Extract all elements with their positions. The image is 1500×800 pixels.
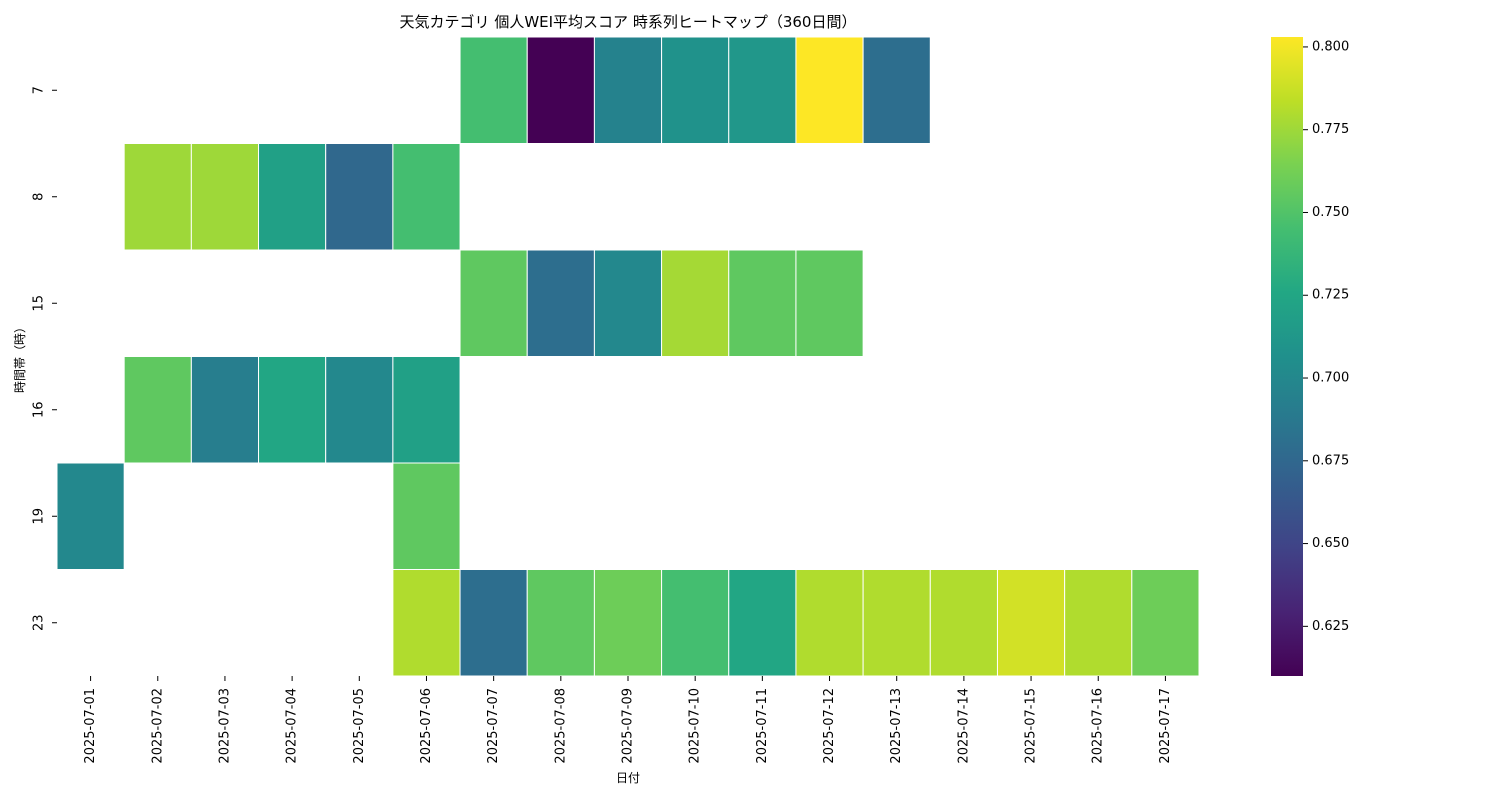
y-tick-label: 23: [32, 614, 47, 631]
x-tick-label: 2025-07-15: [1024, 688, 1039, 764]
x-axis-ticks: 2025-07-01 2025-07-02 2025-07-03 2025-07-04…: [83, 676, 1173, 764]
colorbar-tick-label: 0.675: [1312, 453, 1349, 468]
x-tick-label: 2025-07-10: [688, 688, 703, 764]
x-tick-label: 2025-07-03: [217, 688, 232, 764]
x-tick-label: 2025-07-16: [1091, 688, 1106, 764]
heatmap-cell: [929, 569, 998, 677]
x-tick-label: 2025-07-17: [1158, 688, 1173, 764]
colorbar-ticks: 0.625 0.650 0.675 0.700 0.725 0.750 0.775 0.800: [1303, 39, 1349, 634]
heatmap-cell: [392, 356, 461, 464]
heatmap-cell: [996, 569, 1066, 677]
heatmap-cell: [526, 249, 595, 357]
heatmap-cell: [728, 249, 797, 357]
heatmap-cell: [392, 569, 461, 677]
heatmap-cell: [593, 36, 663, 144]
y-axis-ticks: 7 8 15 16 19 23: [32, 86, 57, 631]
x-tick-label: 2025-07-06: [419, 688, 434, 764]
heatmap-cell: [661, 569, 730, 677]
chart-title: 天気カテゴリ 個人WEI平均スコア 時系列ヒートマップ（360日間）: [400, 13, 857, 31]
x-tick-label: 2025-07-05: [352, 688, 367, 764]
heatmap-cell: [325, 143, 394, 251]
colorbar-tick-label: 0.725: [1312, 288, 1349, 303]
x-tick-label: 2025-07-07: [486, 688, 501, 764]
heatmap-cell: [661, 249, 730, 357]
heatmap-cell: [325, 356, 394, 464]
heatmap-cell: [190, 143, 260, 251]
heatmap-cell: [459, 36, 528, 144]
heatmap-cell: [728, 36, 797, 144]
x-axis-label: 日付: [616, 771, 640, 785]
heatmap-cell: [728, 569, 797, 677]
x-tick-label: 2025-07-13: [889, 688, 904, 764]
heatmap-cell: [258, 143, 327, 251]
heatmap-cell: [526, 569, 595, 677]
y-tick-label: 7: [32, 86, 47, 94]
y-tick-label: 15: [32, 295, 47, 312]
heatmap-cell: [795, 569, 864, 677]
colorbar-tick-label: 0.625: [1312, 619, 1349, 634]
colorbar-tick-label: 0.750: [1312, 205, 1349, 220]
heatmap-cell: [1131, 569, 1200, 677]
heatmap-cell: [1064, 569, 1133, 677]
x-tick-label: 2025-07-11: [755, 688, 770, 764]
heatmap-cell: [123, 356, 192, 464]
heatmap-cell: [123, 143, 192, 251]
heatmap-cells: [56, 36, 1200, 677]
x-tick-label: 2025-07-14: [956, 688, 971, 764]
heatmap-cell: [459, 249, 528, 357]
y-tick-label: 19: [32, 508, 47, 525]
heatmap-cell: [392, 143, 461, 251]
x-tick-label: 2025-07-08: [553, 688, 568, 764]
colorbar-tick-label: 0.700: [1312, 371, 1349, 386]
colorbar: [1271, 37, 1303, 676]
heatmap-cell: [190, 356, 260, 464]
colorbar-tick-label: 0.650: [1312, 536, 1349, 551]
colorbar-tick-label: 0.800: [1312, 39, 1349, 54]
heatmap-cell: [56, 462, 125, 570]
heatmap-cell: [661, 36, 730, 144]
heatmap-cell: [862, 569, 931, 677]
y-axis-label: 時間帯（時）: [13, 321, 27, 393]
heatmap-cell: [392, 462, 461, 570]
heatmap-cell: [258, 356, 327, 464]
heatmap-cell: [862, 36, 931, 144]
heatmap-cell: [459, 569, 528, 677]
x-tick-label: 2025-07-09: [621, 688, 636, 764]
heatmap-cell: [795, 36, 864, 144]
x-tick-label: 2025-07-04: [285, 688, 300, 764]
heatmap-cell: [526, 36, 595, 144]
x-tick-label: 2025-07-01: [83, 688, 98, 764]
y-tick-label: 16: [32, 401, 47, 418]
colorbar-tick-label: 0.775: [1312, 122, 1349, 137]
heatmap-cell: [795, 249, 864, 357]
x-tick-label: 2025-07-02: [150, 688, 165, 764]
x-tick-label: 2025-07-12: [822, 688, 837, 764]
heatmap-cell: [593, 249, 663, 357]
heatmap-cell: [593, 569, 663, 677]
y-tick-label: 8: [32, 193, 47, 201]
